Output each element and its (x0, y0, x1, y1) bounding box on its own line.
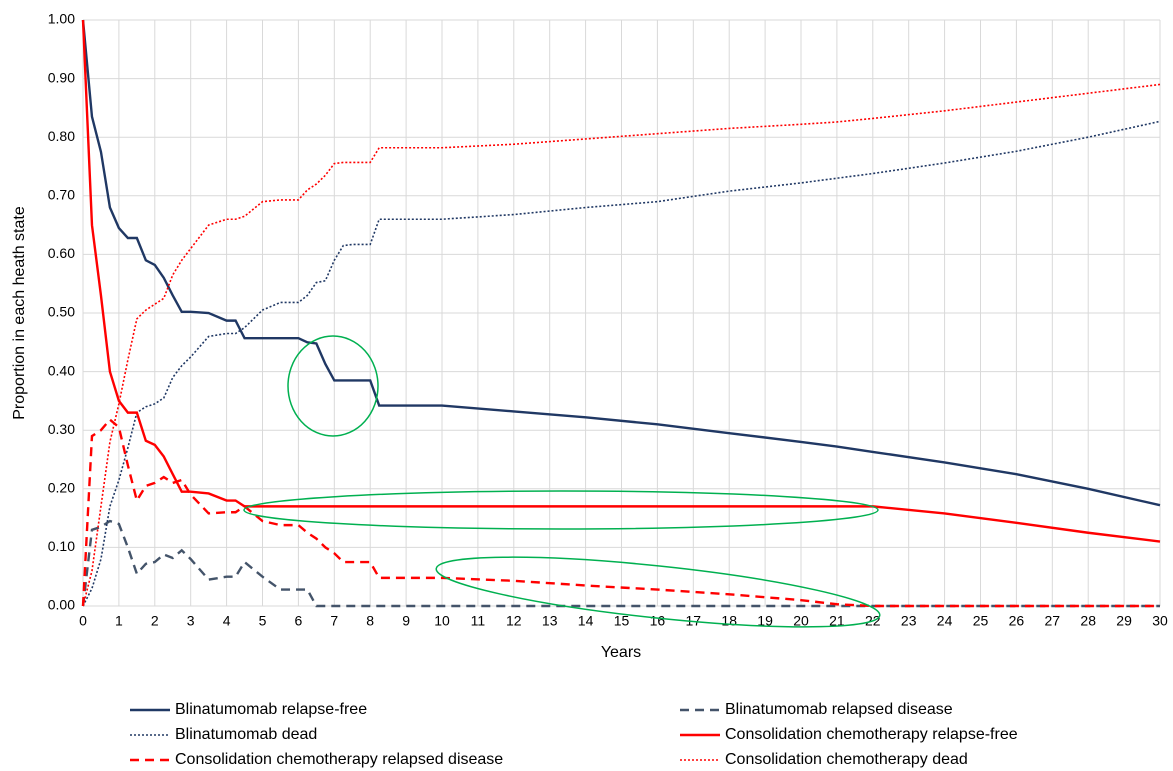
x-tick-label: 0 (79, 613, 87, 629)
y-tick-label: 0.40 (48, 362, 75, 378)
x-tick-label: 3 (187, 613, 195, 629)
annotation-ellipse (287, 335, 379, 437)
x-tick-label: 4 (223, 613, 231, 629)
y-tick-label: 0.80 (48, 128, 75, 144)
annotation-ellipse (243, 490, 879, 530)
x-tick-label: 1 (115, 613, 123, 629)
y-tick-label: 0.00 (48, 597, 75, 613)
x-tick-label: 24 (937, 613, 953, 629)
x-tick-label: 12 (506, 613, 522, 629)
x-tick-label: 20 (793, 613, 809, 629)
x-tick-label: 25 (973, 613, 989, 629)
x-tick-label: 6 (295, 613, 303, 629)
y-tick-label: 1.00 (48, 11, 75, 27)
x-tick-label: 21 (829, 613, 845, 629)
series-line (82, 120, 1161, 607)
series-line (81, 417, 1160, 608)
x-tick-label: 5 (259, 613, 267, 629)
x-tick-label: 9 (402, 613, 410, 629)
x-tick-label: 15 (614, 613, 630, 629)
legend-label: Consolidation chemotherapy dead (725, 751, 968, 768)
y-tick-label: 0.20 (48, 480, 75, 496)
y-tick-label: 0.30 (48, 421, 75, 437)
legend-label: Blinatumomab relapse-free (175, 701, 367, 718)
x-tick-label: 8 (366, 613, 374, 629)
x-tick-label: 29 (1116, 613, 1132, 629)
x-tick-label: 7 (330, 613, 338, 629)
x-tick-label: 30 (1152, 613, 1168, 629)
annotation-ellipse (435, 556, 881, 628)
series-line (81, 19, 1161, 543)
x-tick-label: 13 (542, 613, 558, 629)
x-tick-label: 28 (1080, 613, 1096, 629)
x-tick-label: 14 (578, 613, 594, 629)
x-tick-label: 16 (650, 613, 666, 629)
legend-label: Blinatumomab relapsed disease (725, 701, 953, 718)
series-line (81, 19, 1161, 507)
y-tick-label: 0.10 (48, 538, 75, 554)
legend-label: Blinatumomab dead (175, 726, 317, 743)
x-tick-label: 23 (901, 613, 917, 629)
y-tick-label: 0.50 (48, 304, 75, 320)
x-tick-label: 10 (434, 613, 450, 629)
x-tick-label: 27 (1045, 613, 1061, 629)
x-tick-label: 18 (721, 613, 737, 629)
legend-label: Consolidation chemotherapy relapsed dise… (175, 751, 503, 768)
y-tick-label: 0.60 (48, 245, 75, 261)
x-tick-label: 17 (686, 613, 702, 629)
x-tick-label: 2 (151, 613, 159, 629)
x-tick-label: 11 (471, 613, 486, 629)
series-line (81, 519, 1160, 608)
legend: Blinatumomab relapse-free Blinatumomab re… (130, 701, 1018, 768)
y-tick-label: 0.70 (48, 187, 75, 203)
series-line (82, 83, 1161, 607)
x-axis-title: Years (601, 644, 641, 661)
legend-label: Consolidation chemotherapy relapse-free (725, 726, 1018, 743)
annotations (243, 335, 881, 628)
y-axis-title: Proportion in each heath state (11, 206, 28, 420)
x-tick-label: 19 (757, 613, 773, 629)
x-tick-label: 26 (1009, 613, 1025, 629)
y-tick-label: 0.90 (48, 69, 75, 85)
plot-area: 0.00 0.10 0.20 0.30 0.40 0.50 0.60 0.70 0.80 0.90… (48, 11, 1168, 629)
